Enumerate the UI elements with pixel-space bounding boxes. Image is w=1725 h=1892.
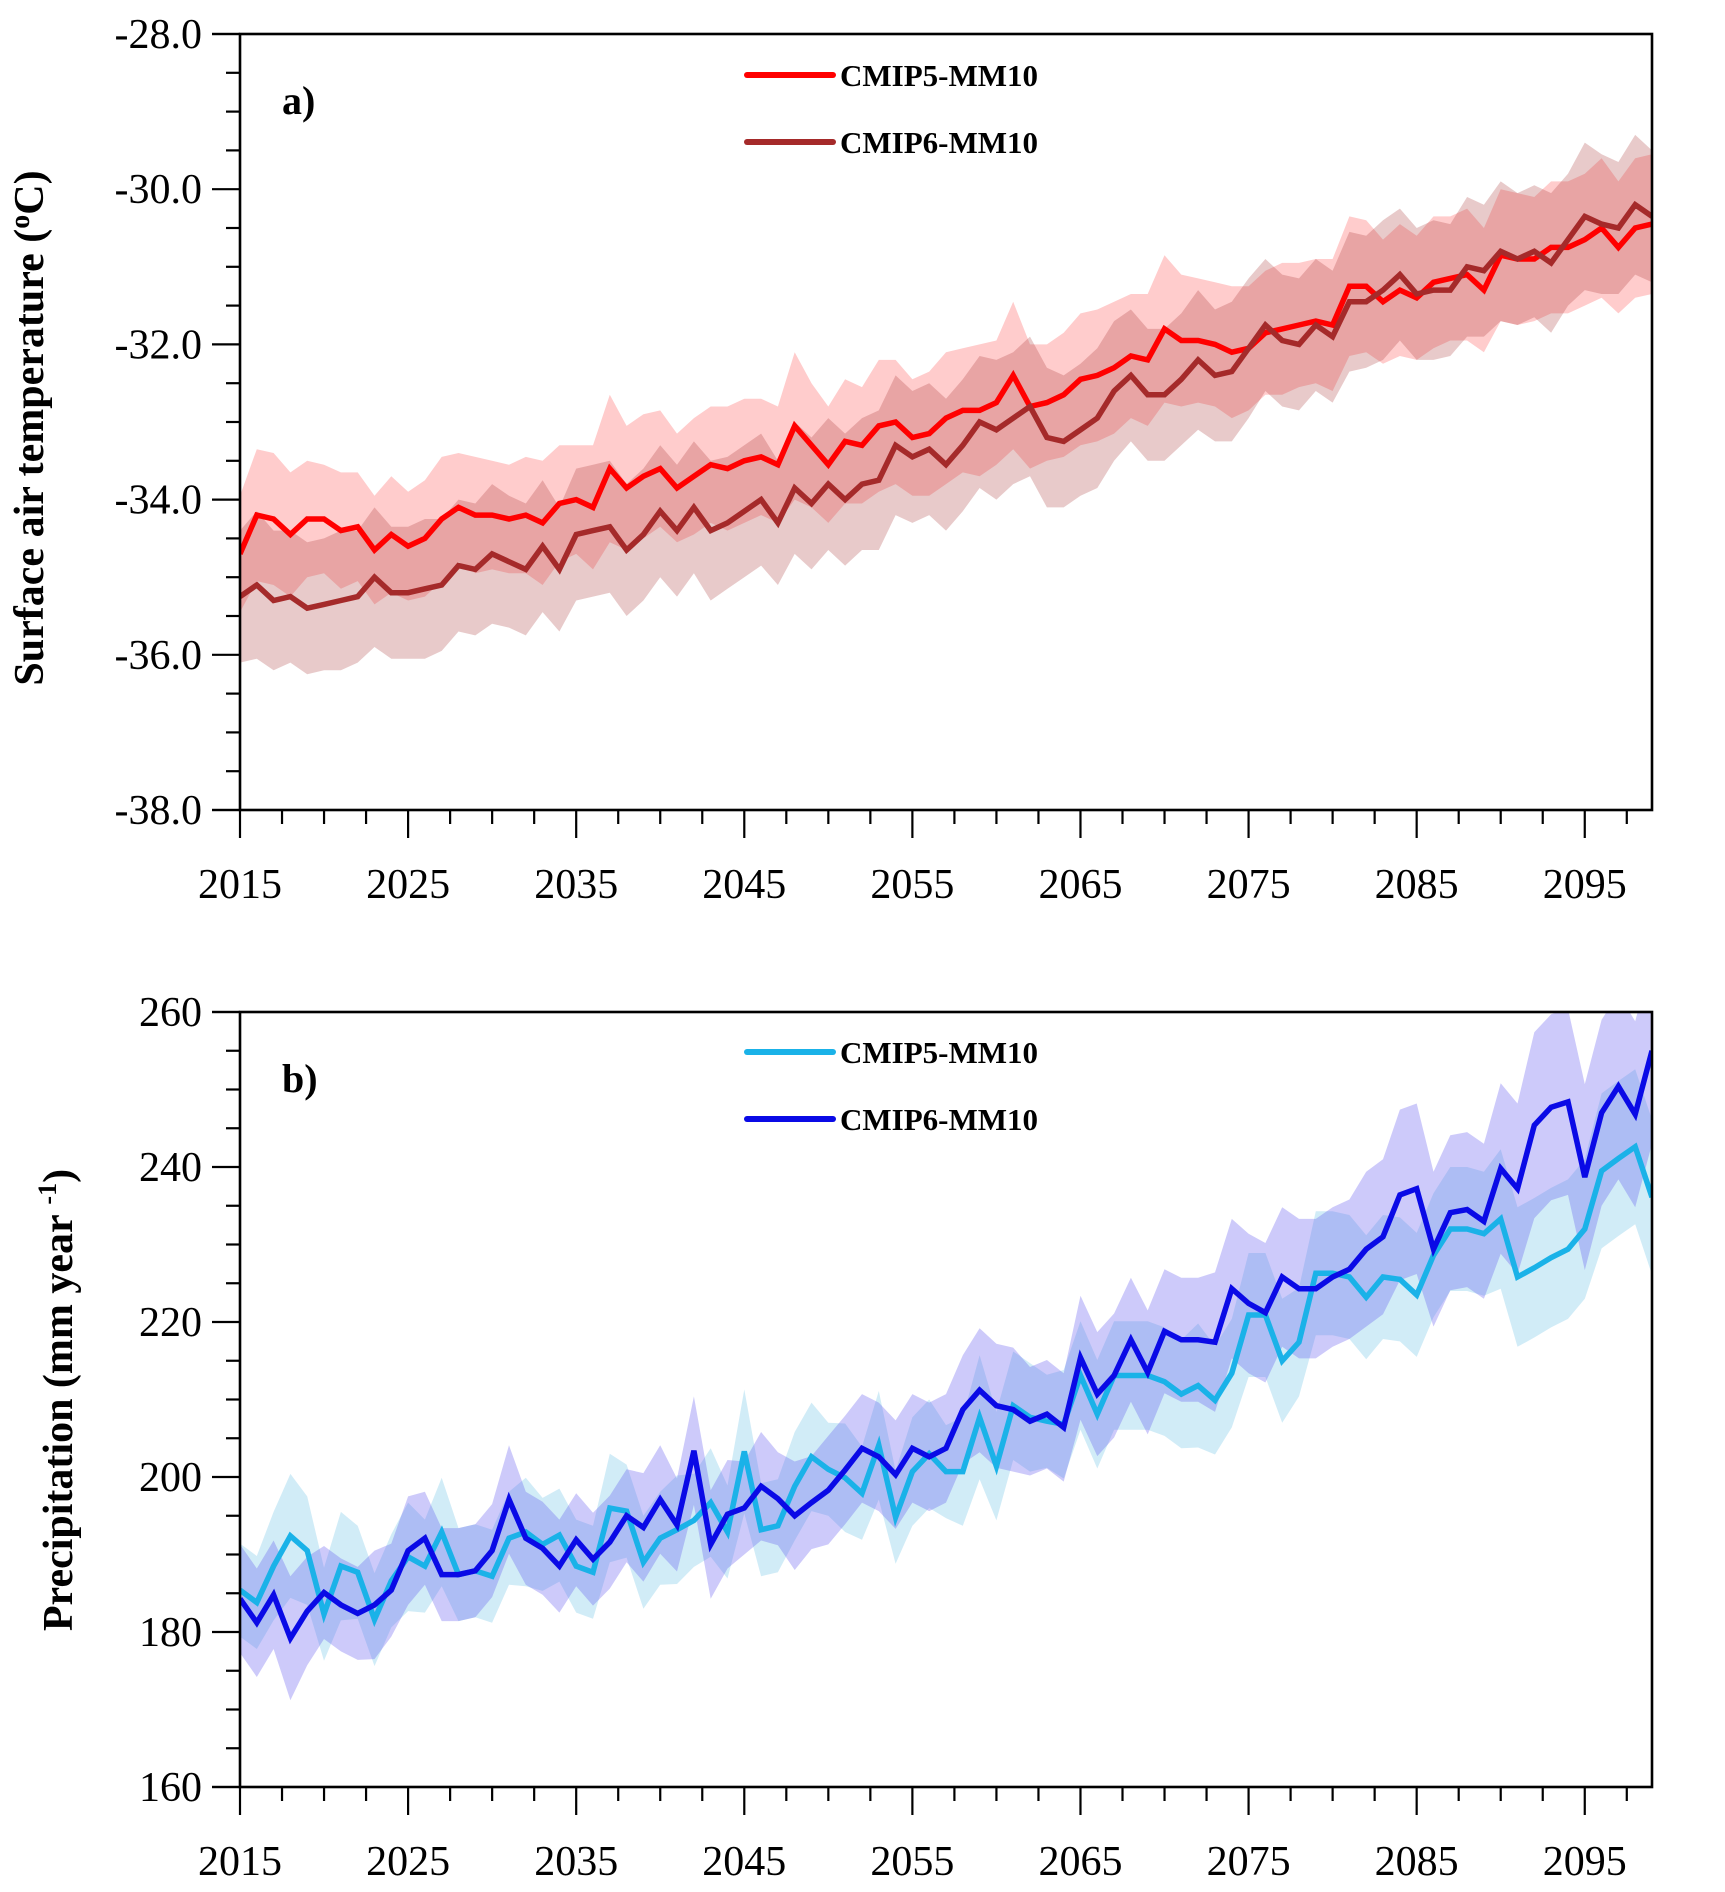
y-tick-label: -36.0 (115, 633, 203, 679)
y-tick-label: -30.0 (115, 167, 203, 213)
ylabel-main: Surface air temperature ( (7, 229, 53, 686)
panel-b-label: b) (282, 1056, 318, 1101)
x-tick-label: 2015 (198, 1839, 282, 1885)
panel-b-y-axis-label: Precipitation (mm year -1) (33, 1169, 82, 1631)
x-tick-label: 2035 (534, 862, 618, 908)
panel-a-bands (240, 134, 1652, 675)
band-cmip6-mm10 (240, 134, 1652, 675)
y-tick-label: -32.0 (115, 322, 203, 368)
x-tick-label: 2035 (534, 1839, 618, 1885)
panel-a-temperature: -38.0 -36.0 -34.0 -32.0 -30.0 -28.0 2015 2025 20… (5, 12, 1654, 908)
line-cmip6-mm10 (240, 200, 1652, 612)
panel-a-tick-labels: -38.0 -36.0 -34.0 -32.0 -30.0 -28.0 2015 2025 20… (115, 12, 1627, 908)
panel-a-ticks (212, 32, 1628, 838)
y-tick-label: -28.0 (115, 12, 203, 58)
ylabel-sup: o (5, 215, 36, 229)
panel-a-lines (240, 200, 1652, 612)
ylabel-main: Precipitation (mm year (36, 1205, 82, 1632)
x-tick-label: 2015 (198, 862, 282, 908)
legend-label-cmip5: CMIP5-MM10 (840, 58, 1038, 93)
panel-b-ticks (212, 1010, 1628, 1815)
panel-b-precipitation: 160 180 200 220 240 260 2015 2025 2035 2045 2055 20… (33, 990, 1654, 1885)
line-cmip6-mm10 (240, 1050, 1652, 1645)
x-tick-label: 2055 (870, 862, 954, 908)
y-tick-label: 220 (139, 1300, 202, 1346)
panel-b-lines (240, 1050, 1652, 1645)
x-tick-label: 2075 (1207, 862, 1291, 908)
ylabel-tail: ) (36, 1169, 82, 1183)
band-cmip5-mm10 (240, 154, 1652, 613)
legend-label-cmip6: CMIP6-MM10 (840, 1102, 1038, 1137)
y-tick-label: 160 (139, 1765, 202, 1811)
line-cmip5-mm10 (240, 221, 1652, 555)
legend-label-cmip5: CMIP5-MM10 (840, 1035, 1038, 1070)
band-cmip6-mm10 (240, 1012, 1652, 1701)
panel-a-legend: CMIP5-MM10 CMIP6-MM10 (744, 58, 1038, 160)
panel-b-legend: CMIP5-MM10 CMIP6-MM10 (744, 1035, 1038, 1137)
x-tick-label: 2045 (702, 862, 786, 908)
x-tick-label: 2085 (1375, 1839, 1459, 1885)
x-tick-label: 2095 (1543, 862, 1627, 908)
y-tick-label: -38.0 (115, 788, 203, 834)
x-tick-label: 2065 (1038, 862, 1122, 908)
ylabel-tail: C) (7, 170, 53, 214)
legend-label-cmip6: CMIP6-MM10 (840, 125, 1038, 160)
panel-b-tick-labels: 160 180 200 220 240 260 2015 2025 2035 2045 2055 20… (139, 990, 1627, 1885)
ylabel-sup: -1 (33, 1183, 62, 1205)
y-tick-label: 260 (139, 990, 202, 1036)
x-tick-label: 2025 (366, 1839, 450, 1885)
x-tick-label: 2065 (1038, 1839, 1122, 1885)
x-tick-label: 2075 (1207, 1839, 1291, 1885)
x-tick-label: 2085 (1375, 862, 1459, 908)
y-tick-label: 200 (139, 1455, 202, 1501)
x-tick-label: 2055 (870, 1839, 954, 1885)
panel-a-y-axis-label: Surface air temperature (oC) (5, 170, 53, 685)
y-tick-label: 240 (139, 1145, 202, 1191)
y-tick-label: -34.0 (115, 478, 203, 524)
x-tick-label: 2045 (702, 1839, 786, 1885)
panel-a-label: a) (282, 78, 315, 123)
y-tick-label: 180 (139, 1610, 202, 1656)
x-tick-label: 2095 (1543, 1839, 1627, 1885)
x-tick-label: 2025 (366, 862, 450, 908)
